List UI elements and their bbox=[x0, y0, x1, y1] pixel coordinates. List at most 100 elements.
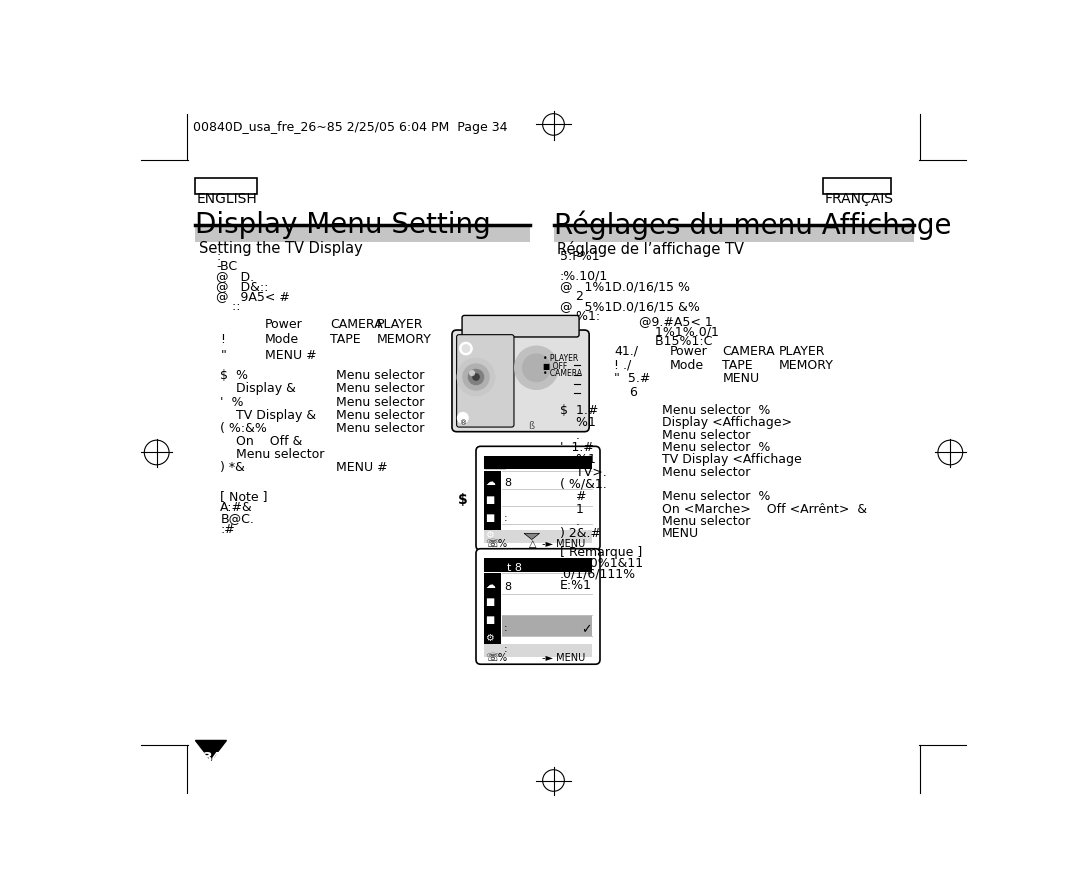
Text: ⚙: ⚙ bbox=[485, 530, 494, 540]
Circle shape bbox=[494, 563, 499, 569]
FancyBboxPatch shape bbox=[484, 644, 592, 657]
Text: ®: ® bbox=[460, 420, 467, 426]
Text: ☁: ☁ bbox=[485, 477, 495, 487]
Circle shape bbox=[463, 364, 489, 390]
Polygon shape bbox=[524, 533, 540, 539]
Text: -► MENU: -► MENU bbox=[542, 539, 585, 549]
Text: E:%1: E:%1 bbox=[559, 579, 592, 591]
Text: :: : bbox=[504, 513, 508, 523]
Circle shape bbox=[523, 354, 551, 382]
Text: CAMERA: CAMERA bbox=[330, 318, 383, 331]
FancyBboxPatch shape bbox=[823, 178, 891, 194]
Text: 34: 34 bbox=[202, 751, 221, 765]
Text: K#:10%1&11: K#:10%1&11 bbox=[559, 557, 644, 570]
Text: A:#&: A:#& bbox=[220, 501, 253, 514]
Text: @   9A5< #: @ 9A5< # bbox=[216, 290, 291, 303]
Text: ☏: ☏ bbox=[485, 653, 499, 663]
Text: ::: :: bbox=[216, 300, 241, 313]
Text: 5:P%1: 5:P%1 bbox=[559, 250, 599, 263]
Text: CAMERA: CAMERA bbox=[723, 345, 775, 358]
Circle shape bbox=[486, 563, 492, 569]
Text: Menu selector: Menu selector bbox=[220, 448, 325, 461]
Text: :: : bbox=[504, 624, 508, 633]
Text: Menu selector: Menu selector bbox=[662, 466, 751, 478]
Text: Menu selector: Menu selector bbox=[337, 383, 424, 395]
Text: ☏: ☏ bbox=[485, 539, 499, 549]
Text: Mode: Mode bbox=[266, 333, 299, 346]
Text: MEMORY: MEMORY bbox=[779, 358, 833, 372]
FancyBboxPatch shape bbox=[476, 548, 600, 664]
Text: Display &: Display & bbox=[220, 383, 296, 395]
Text: B@C.: B@C. bbox=[220, 512, 254, 525]
Text: ) 2&.#: ) 2&.# bbox=[559, 527, 600, 540]
Text: Réglage de l’affichage TV: Réglage de l’affichage TV bbox=[556, 241, 744, 257]
Text: :: : bbox=[504, 644, 508, 654]
Text: @   D.: @ D. bbox=[216, 270, 255, 283]
Text: ( %/&1.: ( %/&1. bbox=[559, 478, 607, 491]
Text: '  %: ' % bbox=[220, 395, 244, 409]
Text: ENGLISH: ENGLISH bbox=[197, 193, 258, 206]
Circle shape bbox=[451, 596, 473, 617]
Text: ■: ■ bbox=[485, 513, 495, 522]
Text: TV Display &: TV Display & bbox=[220, 409, 316, 422]
Text: Réglages du menu Affichage: Réglages du menu Affichage bbox=[554, 211, 951, 240]
Text: ": " bbox=[220, 349, 226, 361]
Text: Menu selector  %: Menu selector % bbox=[662, 441, 770, 454]
Text: 1: 1 bbox=[559, 503, 583, 515]
Text: [ Note ]: [ Note ] bbox=[220, 490, 268, 504]
Text: 1%1%.0/1: 1%1%.0/1 bbox=[638, 325, 718, 339]
Text: ■: ■ bbox=[485, 598, 495, 607]
Text: ■: ■ bbox=[485, 615, 495, 625]
FancyBboxPatch shape bbox=[501, 615, 592, 636]
Text: Menu selector: Menu selector bbox=[662, 515, 751, 528]
Text: B15%1:C: B15%1:C bbox=[638, 335, 712, 349]
Text: t 8: t 8 bbox=[507, 563, 522, 573]
Text: .: . bbox=[559, 515, 580, 528]
FancyBboxPatch shape bbox=[484, 455, 592, 470]
Text: On    Off &: On Off & bbox=[220, 435, 302, 448]
Text: ✓: ✓ bbox=[581, 624, 592, 636]
Text: ) *&: ) *& bbox=[220, 461, 245, 474]
Text: -BC: -BC bbox=[216, 260, 238, 273]
Text: %: % bbox=[498, 538, 507, 548]
Circle shape bbox=[460, 342, 472, 355]
Text: 2: 2 bbox=[559, 290, 583, 303]
Text: TAPE: TAPE bbox=[330, 333, 361, 346]
Text: '  1.#: ' 1.# bbox=[559, 441, 594, 454]
Text: ⚙: ⚙ bbox=[485, 633, 494, 642]
Text: !: ! bbox=[220, 333, 226, 346]
Circle shape bbox=[472, 373, 480, 381]
Circle shape bbox=[462, 345, 470, 352]
Text: .: . bbox=[559, 428, 580, 442]
Text: ■ OFF: ■ OFF bbox=[543, 362, 568, 371]
Text: .0/1/6/111%: .0/1/6/111% bbox=[559, 568, 636, 581]
Circle shape bbox=[469, 369, 484, 384]
Text: MENU: MENU bbox=[723, 373, 759, 385]
Text: TAPE: TAPE bbox=[723, 358, 753, 372]
Text: @   5%1D.0/16/15 &%: @ 5%1D.0/16/15 &% bbox=[559, 300, 700, 313]
Text: Menu selector: Menu selector bbox=[337, 369, 424, 383]
Text: :: : bbox=[216, 250, 220, 263]
Text: %1: %1 bbox=[559, 417, 595, 429]
Text: 6: 6 bbox=[613, 386, 638, 400]
Text: Power: Power bbox=[670, 345, 707, 358]
Text: Menu selector: Menu selector bbox=[662, 428, 751, 442]
FancyBboxPatch shape bbox=[484, 471, 501, 543]
Text: FRANÇAIS: FRANÇAIS bbox=[825, 193, 894, 206]
Text: MEMORY: MEMORY bbox=[377, 333, 432, 346]
Text: -► MENU: -► MENU bbox=[542, 653, 585, 663]
FancyBboxPatch shape bbox=[484, 530, 592, 543]
Text: Menu selector  %: Menu selector % bbox=[662, 490, 770, 504]
Circle shape bbox=[469, 370, 475, 376]
Text: ß: ß bbox=[528, 421, 534, 431]
Text: $: $ bbox=[458, 493, 468, 506]
FancyBboxPatch shape bbox=[554, 227, 914, 242]
Text: • PLAYER: • PLAYER bbox=[543, 354, 579, 363]
Text: Menu selector: Menu selector bbox=[337, 422, 424, 435]
Text: #: # bbox=[559, 490, 586, 504]
Text: %1:: %1: bbox=[559, 310, 599, 323]
Text: Power: Power bbox=[266, 318, 303, 331]
Text: Mode: Mode bbox=[670, 358, 704, 372]
Circle shape bbox=[494, 461, 499, 466]
Text: • CAMERA: • CAMERA bbox=[543, 369, 582, 378]
